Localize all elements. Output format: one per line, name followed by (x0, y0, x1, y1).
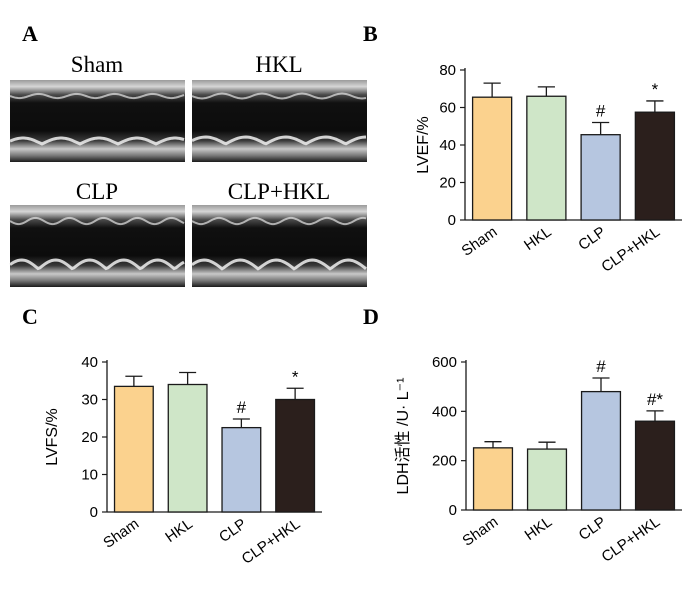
x-tick-label: CLP (575, 223, 609, 254)
y-tick-label: 600 (432, 354, 457, 371)
echo-wall-top (191, 92, 367, 100)
bar-clp (221, 426, 262, 513)
y-tick-label: 0 (448, 212, 456, 229)
panel-a-letter: A (22, 21, 38, 46)
echo-wall-top (9, 216, 185, 226)
y-tick-label: 30 (81, 392, 98, 409)
bar-hkl (526, 448, 568, 511)
y-tick-label: 80 (439, 62, 456, 79)
bar-clp-hkl (634, 111, 676, 221)
y-tick-label: 0 (90, 504, 98, 521)
x-tick-label: CLP+HKL (599, 513, 664, 565)
y-axis-label: LDH活性 /U· L⁻¹ (394, 378, 412, 495)
y-axis-label: LVFS/% (44, 408, 61, 466)
significance-mark: #* (647, 390, 663, 409)
significance-mark: * (292, 367, 299, 386)
panel-d-letter: D (363, 304, 379, 329)
y-tick-label: 10 (81, 467, 98, 484)
panel-c-letter: C (22, 304, 38, 329)
echo-wall-bottom (9, 136, 185, 146)
echo-wall-top (191, 216, 367, 226)
y-tick-label: 40 (81, 354, 98, 371)
echo-image-clp (9, 205, 185, 287)
chart-lvef: 0 20 40 60 80 LVEF/% Sham HKL # CLP * CLP+HKL (415, 62, 682, 276)
x-tick-label: Sham (100, 515, 142, 551)
echo-label-hkl: HKL (255, 52, 302, 77)
y-tick-label: 40 (439, 137, 456, 154)
bar-clp-hkl (634, 420, 676, 511)
significance-mark: # (596, 102, 606, 121)
significance-mark: # (237, 398, 247, 417)
echo-image-sham (9, 80, 185, 162)
bar-clp (580, 134, 621, 221)
chart-ldh: 0 200 400 600 LDH活性 /U· L⁻¹ Sham HKL # CLP #* CLP+… (394, 354, 682, 566)
x-tick-label: HKL (162, 515, 196, 546)
bar-clp (580, 390, 622, 511)
y-tick-label: 20 (81, 429, 98, 446)
x-tick-label: HKL (522, 513, 556, 544)
bar-hkl (167, 383, 208, 513)
y-tick-label: 60 (439, 100, 456, 117)
y-tick-label: 200 (432, 453, 457, 470)
echo-image-hkl (191, 80, 367, 162)
chart-lvfs: 0 10 20 30 40 LVFS/% Sham HKL # CLP * CLP+HKL (44, 354, 322, 568)
bar-clp-hkl (275, 398, 316, 513)
bar-sham (472, 447, 514, 511)
echo-label-clp-hkl: CLP+HKL (228, 179, 330, 204)
echo-image-clp-hkl (191, 205, 367, 287)
x-tick-label: Sham (459, 223, 501, 259)
significance-mark: # (596, 357, 606, 376)
echo-wall-bottom (191, 258, 367, 271)
y-tick-label: 400 (432, 403, 457, 420)
x-tick-label: Sham (459, 513, 501, 549)
echo-wall-bottom (191, 135, 367, 146)
bar-hkl (526, 95, 567, 221)
x-tick-label: CLP (216, 515, 250, 546)
echo-label-clp: CLP (76, 179, 118, 204)
x-tick-label: CLP (576, 513, 610, 544)
y-axis-label: LVEF/% (415, 116, 432, 174)
echo-wall-top (9, 92, 185, 100)
x-tick-label: CLP+HKL (239, 515, 304, 567)
y-tick-label: 0 (449, 502, 457, 519)
x-tick-label: CLP+HKL (598, 223, 663, 275)
x-tick-label: HKL (521, 223, 555, 254)
echo-label-sham: Sham (71, 52, 124, 77)
panel-b-letter: B (363, 21, 378, 46)
y-tick-label: 20 (439, 175, 456, 192)
echo-wall-bottom (9, 258, 185, 271)
bar-sham (471, 96, 513, 221)
significance-mark: * (652, 80, 659, 99)
bar-sham (113, 385, 154, 513)
